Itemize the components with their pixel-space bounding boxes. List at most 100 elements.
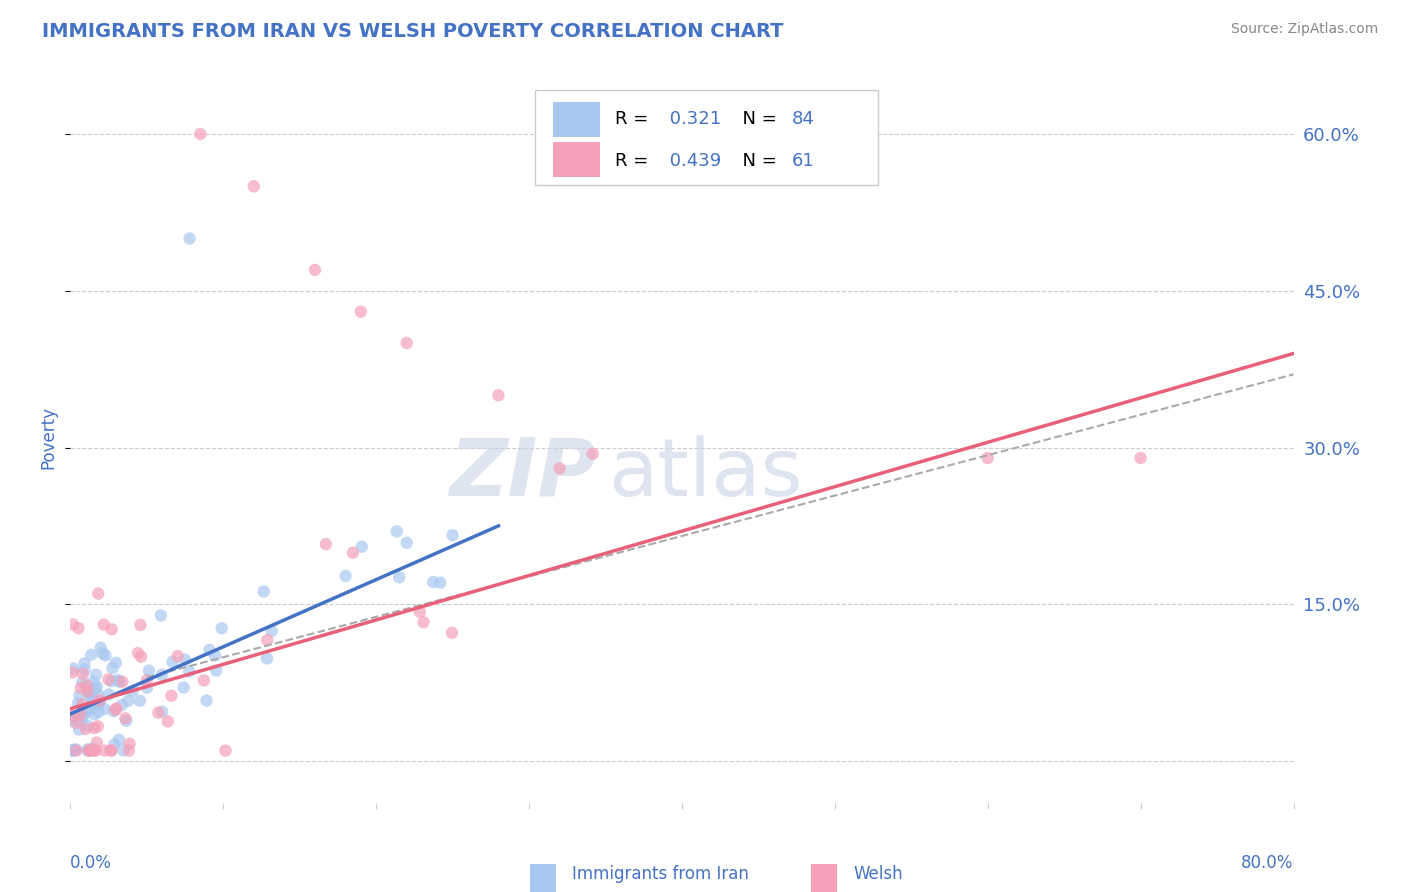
Point bbox=[582, 447, 605, 461]
Text: atlas: atlas bbox=[609, 434, 803, 513]
Point bbox=[138, 664, 160, 678]
Point bbox=[79, 743, 101, 757]
Point bbox=[100, 674, 122, 689]
Point bbox=[62, 665, 84, 680]
Point bbox=[214, 743, 236, 757]
Point bbox=[188, 127, 211, 141]
Point bbox=[79, 688, 101, 702]
Point bbox=[115, 714, 138, 728]
Point bbox=[72, 666, 94, 681]
Point bbox=[108, 732, 131, 747]
Point bbox=[174, 652, 197, 666]
Point bbox=[488, 388, 510, 402]
Text: 0.439: 0.439 bbox=[664, 152, 721, 169]
Point bbox=[84, 682, 107, 697]
Point bbox=[205, 664, 228, 678]
Point bbox=[127, 646, 149, 660]
Point bbox=[80, 701, 103, 715]
Point bbox=[83, 707, 105, 722]
Point bbox=[104, 703, 127, 717]
Point bbox=[87, 705, 110, 719]
Point bbox=[90, 640, 112, 655]
Point bbox=[62, 709, 84, 723]
Point bbox=[243, 179, 266, 194]
Point bbox=[83, 721, 105, 735]
Text: IMMIGRANTS FROM IRAN VS WELSH POVERTY CORRELATION CHART: IMMIGRANTS FROM IRAN VS WELSH POVERTY CO… bbox=[42, 22, 783, 41]
Point bbox=[65, 743, 87, 757]
Point bbox=[111, 698, 134, 712]
Point bbox=[89, 694, 111, 708]
Point bbox=[79, 743, 101, 757]
Point bbox=[67, 723, 90, 737]
Point bbox=[91, 647, 114, 661]
Point bbox=[77, 742, 100, 756]
Point bbox=[87, 697, 110, 711]
Text: N =: N = bbox=[731, 110, 782, 128]
Text: Immigrants from Iran: Immigrants from Iran bbox=[572, 865, 749, 883]
Point bbox=[69, 707, 91, 722]
Point bbox=[62, 713, 84, 727]
Point bbox=[166, 649, 188, 664]
Point bbox=[118, 743, 141, 757]
Point bbox=[87, 688, 110, 702]
Point bbox=[121, 684, 143, 698]
Point bbox=[162, 655, 184, 669]
Point bbox=[195, 693, 218, 707]
Point bbox=[69, 713, 91, 727]
Point bbox=[193, 673, 215, 688]
Point bbox=[93, 617, 115, 632]
Point bbox=[117, 694, 139, 708]
Point bbox=[135, 673, 157, 688]
Point bbox=[150, 705, 173, 719]
Point bbox=[204, 648, 226, 663]
Point bbox=[73, 657, 96, 671]
Point bbox=[156, 714, 179, 729]
FancyBboxPatch shape bbox=[536, 90, 877, 185]
Point bbox=[112, 743, 135, 757]
Point bbox=[129, 618, 152, 632]
Point bbox=[440, 625, 463, 640]
Point bbox=[422, 574, 444, 589]
Point bbox=[412, 615, 434, 630]
Point bbox=[82, 693, 104, 707]
Point bbox=[100, 743, 122, 757]
FancyBboxPatch shape bbox=[554, 143, 600, 178]
Point bbox=[149, 608, 172, 623]
Point bbox=[395, 336, 418, 351]
Point bbox=[107, 673, 129, 687]
Point bbox=[179, 665, 201, 679]
Point bbox=[72, 707, 94, 722]
Point bbox=[150, 668, 173, 682]
Text: Source: ZipAtlas.com: Source: ZipAtlas.com bbox=[1230, 22, 1378, 37]
Point bbox=[179, 231, 201, 245]
Point bbox=[441, 528, 464, 542]
Point bbox=[256, 633, 278, 648]
Point bbox=[66, 715, 89, 730]
Point bbox=[304, 263, 326, 277]
Point bbox=[60, 708, 83, 723]
Point bbox=[260, 624, 283, 638]
Point bbox=[77, 686, 100, 700]
Point bbox=[103, 738, 125, 752]
Point bbox=[86, 735, 108, 749]
Point bbox=[60, 714, 83, 729]
Point bbox=[93, 743, 115, 757]
Point bbox=[395, 536, 418, 550]
Point bbox=[62, 743, 84, 757]
Point bbox=[75, 722, 97, 736]
Point bbox=[77, 719, 100, 733]
Text: N =: N = bbox=[731, 152, 782, 169]
Point bbox=[84, 667, 107, 681]
Text: 80.0%: 80.0% bbox=[1241, 854, 1294, 872]
Point bbox=[1129, 450, 1152, 465]
Point bbox=[62, 661, 84, 675]
Text: R =: R = bbox=[614, 152, 654, 169]
Point bbox=[111, 674, 134, 689]
Point bbox=[82, 674, 104, 689]
Point bbox=[79, 743, 101, 757]
Point bbox=[83, 743, 105, 757]
Point bbox=[100, 743, 122, 757]
Text: Welsh: Welsh bbox=[853, 865, 903, 883]
Point bbox=[129, 649, 152, 664]
Point bbox=[148, 706, 170, 720]
